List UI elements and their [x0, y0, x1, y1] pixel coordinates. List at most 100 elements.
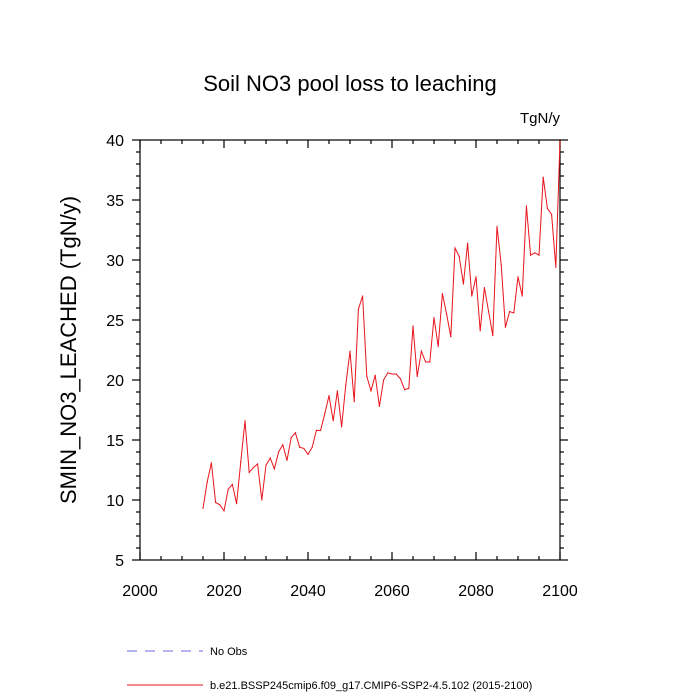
data-point: [315, 429, 317, 431]
x-tick-label: 2040: [290, 583, 326, 600]
data-point: [475, 276, 477, 278]
y-tick-label: 5: [115, 553, 124, 570]
data-point: [538, 254, 540, 256]
data-point: [341, 426, 343, 428]
data-point: [370, 390, 372, 392]
data-point: [332, 420, 334, 422]
y-axis: 5 10 15 20 25 30 35 40: [106, 133, 568, 570]
data-point: [294, 432, 296, 434]
data-point: [236, 503, 238, 505]
data-point: [496, 225, 498, 227]
data-point: [320, 429, 322, 431]
data-point: [202, 507, 204, 509]
data-point: [462, 283, 464, 285]
data-point: [500, 264, 502, 266]
data-point: [383, 379, 385, 381]
data-point: [328, 395, 330, 397]
data-point: [521, 295, 523, 297]
data-point: [378, 405, 380, 407]
data-point: [299, 446, 301, 448]
y-tick-label: 20: [106, 373, 124, 390]
data-point: [311, 446, 313, 448]
data-point: [282, 444, 284, 446]
data-point: [269, 457, 271, 459]
data-point: [219, 504, 221, 506]
x-axis: 2000 2020 2040 2060 2080 2100: [122, 140, 578, 600]
data-point: [555, 266, 557, 268]
data-point: [252, 467, 254, 469]
legend: No Obs b.e21.BSSP245cmip6.f09_g17.CMIP6-…: [127, 646, 532, 692]
data-point: [509, 311, 511, 313]
y-tick-label: 30: [106, 253, 124, 270]
data-point: [479, 330, 481, 332]
data-point: [265, 464, 267, 466]
y-tick-label: 35: [106, 193, 124, 210]
data-point: [530, 254, 532, 256]
data-point: [257, 463, 259, 465]
data-point: [467, 242, 469, 244]
series-layer: [202, 140, 561, 513]
data-point: [223, 510, 225, 512]
data-point: [215, 501, 217, 503]
data-point: [324, 413, 326, 415]
data-point: [374, 374, 376, 376]
data-point: [546, 207, 549, 209]
data-point: [441, 293, 443, 295]
data-point: [437, 345, 439, 347]
data-point: [278, 451, 280, 453]
y-tick-label: 15: [106, 433, 124, 450]
plot-frame: [139, 139, 561, 561]
data-point: [366, 375, 368, 377]
data-point: [206, 481, 208, 483]
data-point: [395, 373, 397, 375]
data-point: [425, 361, 427, 363]
data-point: [559, 140, 561, 142]
data-point: [488, 311, 490, 313]
data-point: [446, 313, 448, 315]
data-point: [231, 483, 233, 485]
data-point: [408, 387, 410, 389]
data-point: [349, 350, 351, 352]
x-tick-label: 2080: [458, 583, 494, 600]
data-point: [471, 295, 473, 297]
data-point: [504, 326, 506, 328]
data-point: [303, 447, 305, 449]
data-point: [240, 461, 242, 463]
data-point: [357, 308, 359, 310]
data-point: [391, 373, 393, 375]
data-point: [273, 468, 275, 470]
data-point: [336, 390, 338, 392]
data-point: [387, 372, 389, 374]
data-point: [404, 389, 406, 391]
x-tick-label: 2100: [542, 583, 578, 600]
x-tick-label: 2020: [206, 583, 242, 600]
data-point: [399, 378, 401, 380]
y-tick-label: 25: [106, 313, 124, 330]
data-point: [429, 361, 431, 363]
units-label: TgN/y: [520, 110, 561, 127]
data-point: [517, 276, 519, 278]
data-point: [433, 317, 435, 319]
data-point: [513, 312, 515, 314]
data-point: [416, 375, 418, 377]
data-point: [454, 247, 456, 249]
data-point: [450, 336, 452, 338]
x-tick-label: 2000: [122, 583, 158, 600]
y-tick-label: 40: [106, 133, 124, 150]
chart-title: Soil NO3 pool loss to leaching: [203, 71, 497, 96]
series-line: [202, 141, 561, 513]
data-point: [261, 499, 263, 501]
data-point: [551, 213, 553, 215]
data-point: [248, 471, 250, 473]
data-point: [483, 287, 485, 289]
data-point: [244, 420, 246, 422]
data-point: [345, 384, 347, 386]
data-point: [290, 437, 292, 439]
data-point: [525, 205, 528, 207]
data-point: [412, 325, 414, 327]
data-point: [534, 252, 536, 254]
data-point: [542, 176, 544, 178]
y-tick-label: 10: [106, 493, 124, 510]
x-tick-label: 2060: [374, 583, 410, 600]
legend-obs-label: No Obs: [210, 646, 248, 658]
